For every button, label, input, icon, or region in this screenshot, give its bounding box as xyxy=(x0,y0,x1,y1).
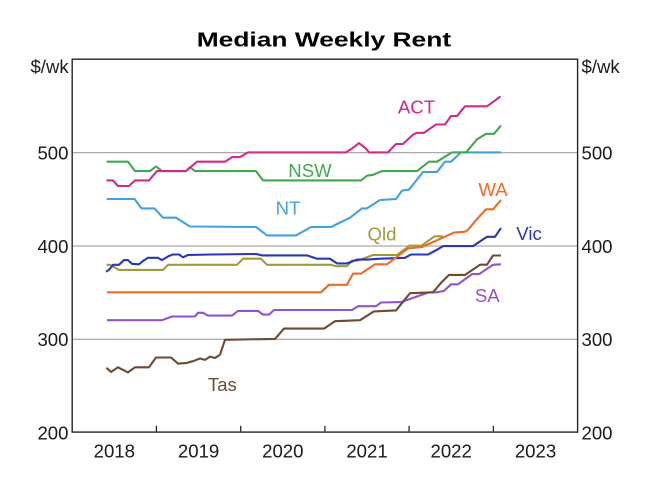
svg-text:ACT: ACT xyxy=(398,96,435,117)
svg-text:2021: 2021 xyxy=(346,441,387,462)
svg-text:SA: SA xyxy=(475,285,500,306)
svg-text:200: 200 xyxy=(37,422,68,443)
svg-text:400: 400 xyxy=(582,236,613,257)
svg-text:WA: WA xyxy=(478,179,508,200)
svg-text:500: 500 xyxy=(582,143,613,164)
svg-text:2020: 2020 xyxy=(262,441,303,462)
svg-text:2023: 2023 xyxy=(515,441,556,462)
svg-text:2022: 2022 xyxy=(431,441,472,462)
svg-text:$/wk: $/wk xyxy=(582,56,621,77)
svg-text:Qld: Qld xyxy=(368,223,397,244)
svg-text:$/wk: $/wk xyxy=(30,56,69,77)
svg-text:400: 400 xyxy=(37,236,68,257)
svg-text:NSW: NSW xyxy=(288,160,332,181)
svg-text:Vic: Vic xyxy=(516,223,542,244)
svg-text:Median Weekly Rent: Median Weekly Rent xyxy=(197,29,452,51)
svg-text:300: 300 xyxy=(37,329,68,350)
svg-text:200: 200 xyxy=(582,422,613,443)
svg-text:2019: 2019 xyxy=(178,441,219,462)
svg-text:2018: 2018 xyxy=(94,441,135,462)
svg-text:NT: NT xyxy=(276,198,301,219)
svg-text:500: 500 xyxy=(37,143,68,164)
svg-text:300: 300 xyxy=(582,329,613,350)
svg-text:Tas: Tas xyxy=(208,374,237,395)
